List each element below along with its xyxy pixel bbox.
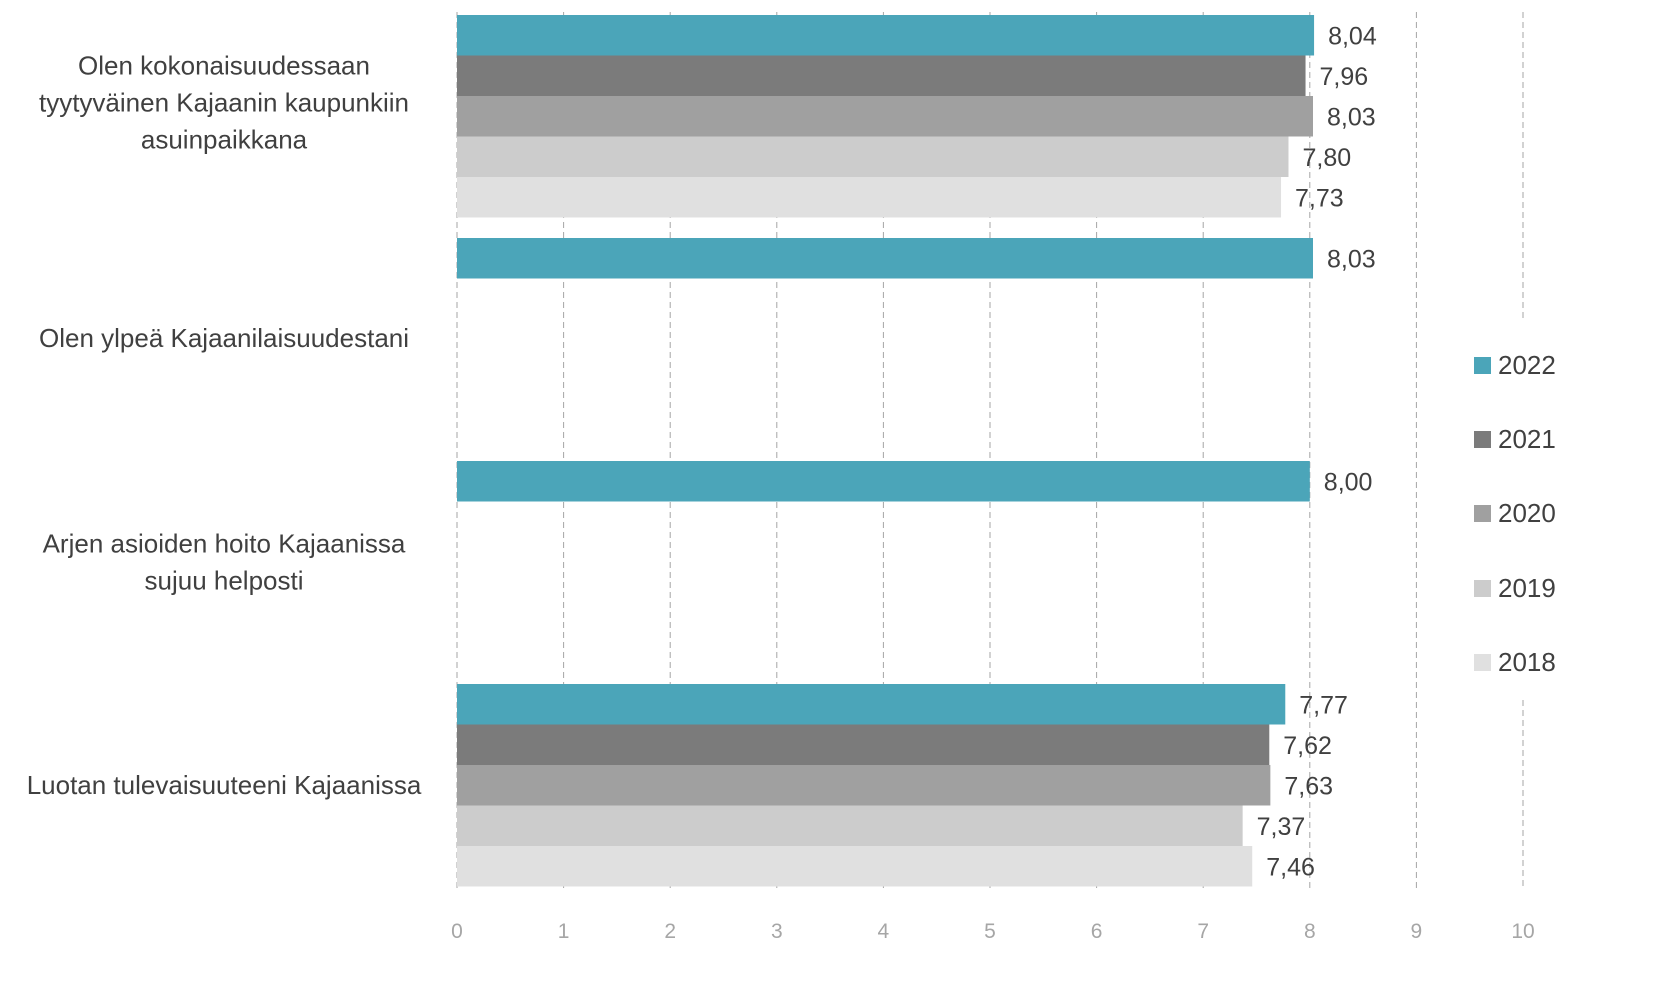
data-label: 7,77 (1299, 691, 1348, 719)
category-label: tyytyväinen Kajaanin kaupunkiin (39, 87, 409, 117)
legend-swatch (1474, 654, 1491, 671)
category-label: asuinpaikkana (141, 124, 308, 154)
bar-2022 (457, 461, 1310, 502)
x-tick-label: 10 (1511, 920, 1534, 943)
data-label: 8,00 (1324, 468, 1373, 496)
category-label: Olen kokonaisuudessaan (78, 50, 370, 80)
bars-layer (457, 15, 1315, 887)
bar-2020 (457, 96, 1313, 137)
bar-2021 (457, 724, 1270, 765)
legend-swatch (1474, 357, 1491, 374)
data-label: 7,73 (1295, 184, 1344, 212)
legend-label: 2022 (1498, 350, 1556, 380)
x-tick-label: 0 (451, 920, 463, 943)
x-tick-label: 3 (771, 920, 783, 943)
x-tick-label: 2 (664, 920, 676, 943)
bar-2022 (457, 238, 1313, 279)
data-label: 7,46 (1266, 853, 1315, 881)
data-label: 7,62 (1283, 732, 1332, 760)
legend-swatch (1474, 505, 1491, 522)
x-tick-label: 5 (984, 920, 996, 943)
data-label: 8,03 (1327, 245, 1376, 273)
bar-2019 (457, 136, 1289, 177)
x-tick-label: 7 (1197, 920, 1209, 943)
category-label: sujuu helposti (145, 566, 304, 596)
x-tick-label: 8 (1304, 920, 1316, 943)
bar-2020 (457, 765, 1271, 806)
legend: 2022 2021 2020 2019 2018 (1474, 350, 1556, 677)
bar-2022 (457, 15, 1315, 56)
legend-swatch (1474, 580, 1491, 597)
bar-2022 (457, 684, 1286, 725)
data-label: 8,03 (1327, 103, 1376, 131)
x-tick-label: 1 (558, 920, 570, 943)
data-label: 7,37 (1257, 813, 1306, 841)
data-label: 7,96 (1320, 63, 1369, 91)
legend-swatch (1474, 431, 1491, 448)
x-tick-label: 4 (878, 920, 890, 943)
bar-2018 (457, 177, 1282, 218)
category-label: Luotan tulevaisuuteeni Kajaanissa (27, 770, 422, 800)
data-label: 7,80 (1302, 144, 1351, 172)
x-axis: 0 1 2 3 4 5 6 7 8 9 10 (451, 920, 1535, 943)
bar-2021 (457, 55, 1306, 96)
bar-2018 (457, 846, 1253, 887)
data-labels-layer: 8,04 7,96 8,03 7,80 7,73 8,03 8,00 7,77 7,62 7,63… (1257, 22, 1377, 881)
legend-label: 2019 (1498, 573, 1556, 603)
legend-label: 2018 (1498, 647, 1556, 677)
data-label: 7,63 (1284, 772, 1333, 800)
category-label: Olen ylpeä Kajaanilaisuudestani (39, 323, 409, 353)
x-tick-label: 6 (1091, 920, 1103, 943)
bar-2019 (457, 805, 1243, 846)
category-label: Arjen asioiden hoito Kajaanissa (43, 529, 406, 559)
legend-label: 2020 (1498, 498, 1556, 528)
x-tick-label: 9 (1411, 920, 1423, 943)
category-labels: Olen kokonaisuudessaan tyytyväinen Kajaan… (27, 50, 422, 800)
legend-label: 2021 (1498, 424, 1556, 454)
data-label: 8,04 (1328, 22, 1377, 50)
